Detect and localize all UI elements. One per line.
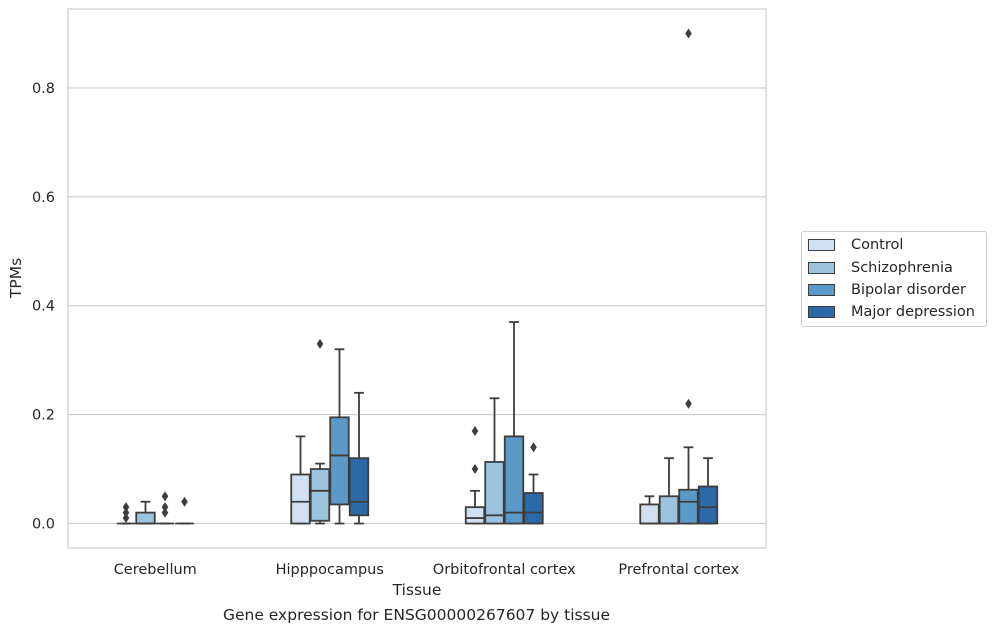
box-bipolar-disorder	[329, 348, 350, 525]
box-body	[658, 495, 680, 525]
box-control	[290, 435, 311, 525]
box-body	[290, 473, 311, 525]
x-tick-label: Orbitofrontal cortex	[433, 562, 576, 578]
outlier-point	[161, 507, 169, 518]
box-body	[639, 503, 660, 525]
legend-item-bipolar-disorder: Bipolar disorder	[808, 281, 966, 299]
legend-label: Control	[851, 237, 904, 253]
box-body	[484, 461, 505, 525]
box-body	[503, 435, 525, 525]
y-tick-label: 0.6	[32, 190, 55, 206]
legend-label: Schizophrenia	[851, 260, 953, 276]
x-tick-label: Cerebellum	[114, 562, 197, 578]
outlier-point	[685, 28, 692, 39]
box-control	[464, 425, 486, 525]
outlier-point	[685, 398, 692, 409]
box-series	[116, 28, 719, 525]
box-body	[329, 416, 350, 506]
legend-item-control: Control	[808, 236, 903, 254]
box-schizophrenia	[135, 500, 156, 525]
legend-label: Major depression	[851, 304, 975, 320]
legend-swatch	[808, 306, 835, 318]
box-schizophrenia	[658, 457, 680, 525]
y-axis-label: TPMs	[7, 258, 25, 299]
figure-caption: Gene expression for ENSG00000267607 by t…	[222, 606, 611, 624]
box-body	[464, 506, 486, 525]
box-body	[309, 468, 331, 522]
box-body	[697, 485, 719, 525]
legend-item-major-depression: Major depression	[808, 303, 975, 321]
box-bipolar-disorder	[155, 491, 175, 525]
legend: Control Schizophrenia Bipolar disorder M…	[801, 231, 987, 327]
y-tick-label: 0.2	[32, 408, 55, 424]
y-tick-label: 0.0	[32, 517, 55, 533]
y-axis-ticks: 0.0 0.2 0.4 0.6 0.8	[32, 81, 55, 533]
legend-item-schizophrenia: Schizophrenia	[808, 259, 953, 277]
outlier-point	[161, 491, 169, 502]
box-control	[639, 495, 660, 525]
box-body	[523, 492, 544, 525]
box-major-depression	[175, 496, 194, 525]
box-control	[116, 502, 136, 525]
outlier-point	[316, 338, 324, 349]
x-axis-ticks: Cerebellum Hipppocampus Orbitofrontal cort…	[114, 562, 740, 578]
x-axis-label: Tissue	[392, 581, 442, 599]
box-schizophrenia	[484, 397, 505, 525]
legend-swatch	[808, 284, 835, 296]
box-major-depression	[697, 457, 719, 525]
box-major-depression	[523, 442, 544, 525]
box-bipolar-disorder	[678, 28, 699, 525]
legend-label: Bipolar disorder	[851, 282, 966, 298]
outlier-point	[122, 513, 130, 524]
outlier-point	[471, 464, 479, 475]
outlier-point	[471, 425, 479, 436]
x-tick-label: Prefrontal cortex	[618, 562, 739, 578]
y-tick-label: 0.8	[32, 81, 55, 97]
box-body	[348, 457, 370, 517]
box-schizophrenia	[309, 338, 331, 525]
y-tick-label: 0.4	[32, 299, 55, 315]
box-bipolar-disorder	[503, 321, 525, 525]
box-body	[135, 511, 156, 525]
x-tick-label: Hipppocampus	[276, 562, 384, 578]
outlier-point	[122, 502, 130, 513]
outlier-point	[122, 507, 130, 518]
outlier-point	[161, 502, 169, 513]
legend-swatch	[808, 262, 835, 274]
outlier-point	[181, 496, 188, 507]
plot-area	[67, 8, 767, 549]
outlier-point	[530, 442, 537, 453]
legend-swatch	[808, 239, 835, 251]
box-major-depression	[348, 391, 370, 525]
box-body	[678, 488, 699, 525]
